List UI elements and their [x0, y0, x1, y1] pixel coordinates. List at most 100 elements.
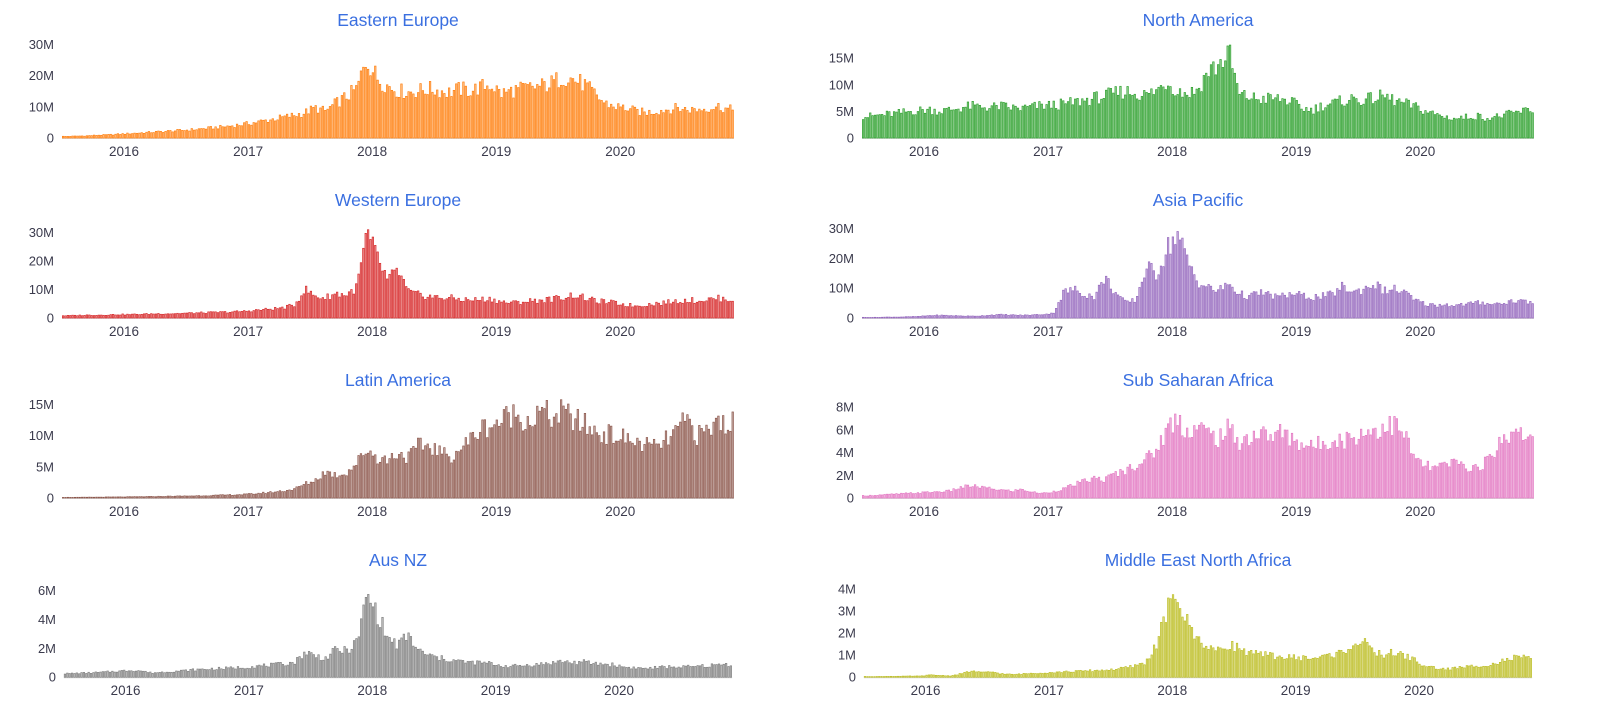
chart-title: Asia Pacific: [1153, 190, 1244, 210]
x-tick-label: 2017: [1034, 683, 1064, 698]
x-tick-label: 2020: [1404, 683, 1434, 698]
y-tick-label: 0: [849, 670, 856, 685]
x-tick-label: 2020: [604, 683, 634, 698]
x-tick-label: 2017: [1033, 144, 1063, 159]
x-tick-label: 2019: [1281, 324, 1311, 339]
x-tick-label: 2017: [234, 683, 264, 698]
x-tick-label: 2017: [1033, 324, 1063, 339]
bar-chart-latin-america: Latin America 0 5M 10M 15M 2016 2017 2018 2019 2…: [29, 370, 734, 519]
y-tick-label: 4M: [836, 445, 854, 460]
bars-series: [861, 231, 1534, 319]
x-tick-label: 2017: [1033, 504, 1063, 519]
x-tick-label: 2020: [1405, 324, 1435, 339]
x-tick-label: 2019: [1281, 504, 1311, 519]
y-tick-label: 4M: [838, 581, 856, 596]
y-tick-label: 30M: [29, 225, 54, 240]
x-tick-label: 2017: [233, 144, 263, 159]
x-tick-label: 2019: [1281, 144, 1311, 159]
chart-panel-aus-nz: Aus NZ 0 2M 4M 6M 2016 2017 2018 2019 2020: [0, 540, 800, 720]
x-tick-label: 2019: [481, 324, 511, 339]
x-tick-label: 2019: [481, 144, 511, 159]
y-tick-label: 6M: [836, 422, 854, 437]
bars-series: [863, 594, 1532, 678]
y-tick-label: 5M: [36, 459, 54, 474]
bar-chart-sub-saharan-africa: Sub Saharan Africa 0 2M 4M 6M 8M 2016 2017 2018…: [836, 370, 1534, 519]
bars-series: [861, 413, 1534, 499]
y-tick-label: 0: [847, 491, 854, 506]
y-tick-label: 2M: [38, 641, 56, 656]
x-tick-label: 2018: [357, 324, 387, 339]
bars-series: [61, 399, 734, 499]
chart-title: North America: [1143, 10, 1254, 30]
x-tick-label: 2018: [357, 683, 387, 698]
y-tick-label: 0: [47, 491, 54, 506]
y-tick-label: 0: [847, 311, 854, 326]
chart-panel-sub-saharan-africa: Sub Saharan Africa 0 2M 4M 6M 8M 2016 2017 2018…: [800, 360, 1600, 540]
bar-chart-western-europe: Western Europe 0 10M 20M 30M 2016 2017 2018 201…: [29, 190, 734, 339]
y-tick-label: 0: [47, 131, 54, 146]
x-tick-label: 2016: [911, 683, 941, 698]
chart-panel-asia-pacific: Asia Pacific 0 10M 20M 30M 2016 2017 2018 2019 2…: [800, 180, 1600, 360]
bar-chart-asia-pacific: Asia Pacific 0 10M 20M 30M 2016 2017 2018 2019 2…: [829, 190, 1534, 339]
y-tick-label: 1M: [838, 648, 856, 663]
chart-title: Latin America: [345, 370, 451, 390]
y-tick-label: 5M: [836, 104, 854, 119]
x-tick-label: 2020: [605, 324, 635, 339]
x-tick-label: 2020: [605, 504, 635, 519]
y-tick-label: 20M: [829, 251, 854, 266]
x-tick-label: 2016: [909, 504, 939, 519]
chart-title: Eastern Europe: [337, 10, 459, 30]
y-tick-label: 0: [847, 131, 854, 146]
x-tick-label: 2018: [1157, 144, 1187, 159]
x-tick-label: 2020: [1405, 144, 1435, 159]
y-tick-label: 20M: [29, 68, 54, 83]
x-tick-label: 2019: [481, 504, 511, 519]
bar-chart-north-america: North America 0 5M 10M 15M 2016 2017 2018 2019 2…: [829, 10, 1534, 159]
x-tick-label: 2016: [109, 504, 139, 519]
x-tick-label: 2018: [357, 504, 387, 519]
chart-title: Sub Saharan Africa: [1123, 370, 1274, 390]
y-tick-label: 30M: [829, 221, 854, 236]
chart-panel-eastern-europe: Eastern Europe 0 10M 20M 30M 2016 2017 2018 201…: [0, 0, 800, 180]
bars-series: [63, 594, 732, 678]
x-tick-label: 2017: [233, 504, 263, 519]
chart-title: Aus NZ: [369, 550, 427, 570]
y-tick-label: 10M: [829, 281, 854, 296]
y-tick-label: 10M: [29, 99, 54, 114]
chart-title: Western Europe: [335, 190, 461, 210]
x-tick-label: 2018: [357, 144, 387, 159]
chart-panel-western-europe: Western Europe 0 10M 20M 30M 2016 2017 2018 201…: [0, 180, 800, 360]
y-tick-label: 10M: [829, 77, 854, 92]
x-tick-label: 2016: [109, 144, 139, 159]
x-tick-label: 2020: [605, 144, 635, 159]
y-tick-label: 2M: [838, 626, 856, 641]
y-tick-label: 15M: [29, 397, 54, 412]
y-tick-label: 2M: [836, 468, 854, 483]
x-tick-label: 2016: [909, 324, 939, 339]
y-tick-label: 0: [47, 311, 54, 326]
bar-chart-eastern-europe: Eastern Europe 0 10M 20M 30M 2016 2017 2018 201…: [29, 10, 734, 159]
y-tick-label: 10M: [29, 282, 54, 297]
y-tick-label: 0: [49, 670, 56, 685]
bar-chart-middle-east-north-africa: Middle East North Africa 0 1M 2M 3M 4M 2016 20…: [838, 550, 1533, 698]
chart-title: Middle East North Africa: [1105, 550, 1292, 570]
y-tick-label: 30M: [29, 37, 54, 52]
y-tick-label: 20M: [29, 253, 54, 268]
x-tick-label: 2017: [233, 324, 263, 339]
bars-series: [61, 65, 734, 139]
x-tick-label: 2020: [1405, 504, 1435, 519]
y-tick-label: 3M: [838, 603, 856, 618]
bars-series: [861, 44, 1534, 139]
y-tick-label: 15M: [829, 51, 854, 66]
y-tick-label: 6M: [38, 583, 56, 598]
y-tick-label: 8M: [836, 400, 854, 415]
x-tick-label: 2016: [109, 324, 139, 339]
x-tick-label: 2018: [1157, 683, 1187, 698]
x-tick-label: 2018: [1157, 324, 1187, 339]
x-tick-label: 2019: [481, 683, 511, 698]
x-tick-label: 2018: [1157, 504, 1187, 519]
x-tick-label: 2016: [909, 144, 939, 159]
x-tick-label: 2019: [1281, 683, 1311, 698]
x-tick-label: 2016: [111, 683, 141, 698]
